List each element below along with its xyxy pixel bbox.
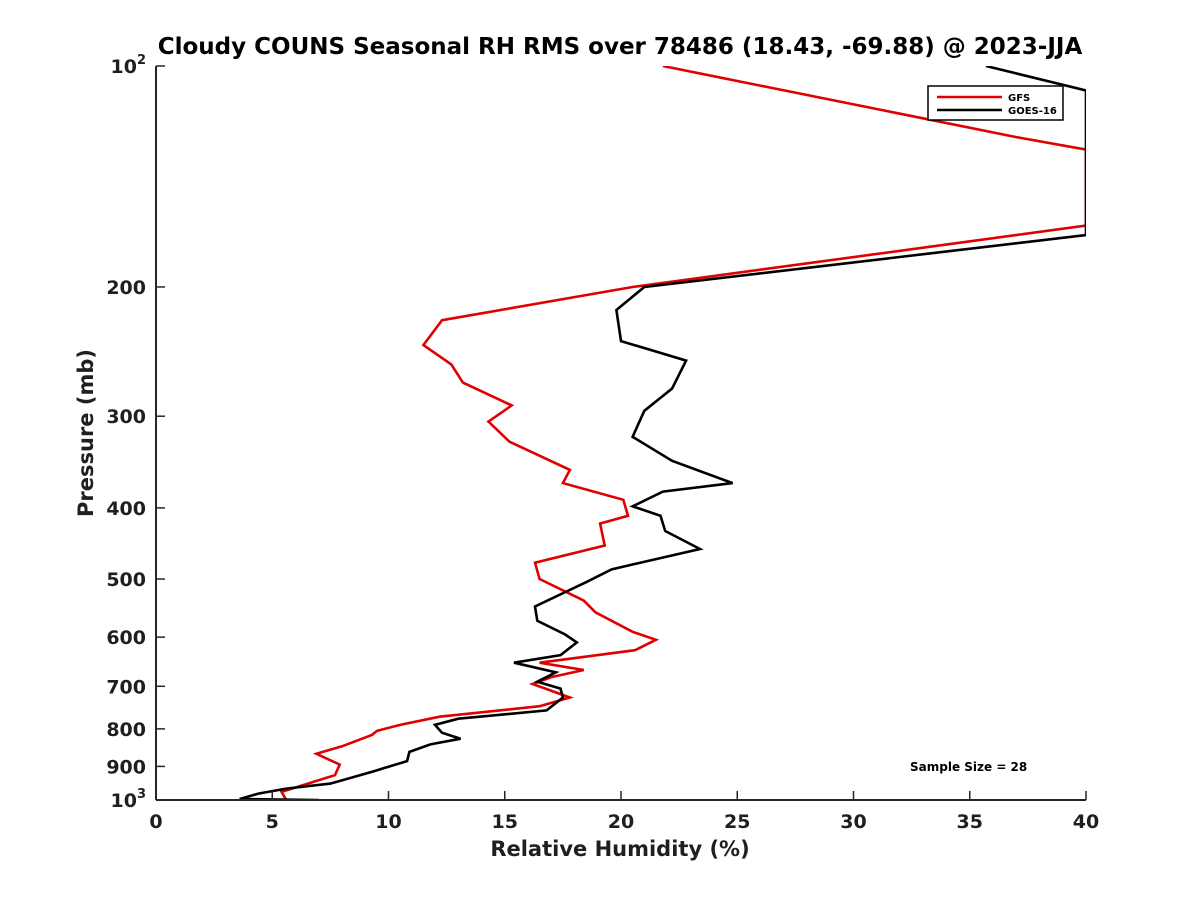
series-layer (239, 66, 1086, 800)
y-tick-label: 900 (106, 756, 146, 778)
y-tick-label: 800 (106, 719, 146, 741)
y-tick-label: 102 (111, 53, 147, 78)
y-tick-label: 300 (106, 406, 146, 428)
legend-label-goes16: GOES-16 (1008, 106, 1057, 117)
y-tick-label: 600 (106, 627, 146, 649)
x-axis-label: Relative Humidity (%) (490, 837, 749, 861)
x-tick-label: 35 (957, 811, 983, 833)
y-axis-label: Pressure (mb) (74, 349, 98, 517)
y-tick-label: 200 (106, 277, 146, 299)
y-tick-label: 700 (106, 676, 146, 698)
x-tick-label: 0 (149, 811, 162, 833)
legend: GFS GOES-16 (927, 85, 1064, 121)
x-tick-label: 25 (724, 811, 750, 833)
x-tick-label: 30 (840, 811, 866, 833)
y-tick-label: 400 (106, 498, 146, 520)
sample-size-annotation: Sample Size = 28 (910, 760, 1027, 774)
plot-area: 0 5 10 15 20 25 30 35 40 102 200 300 400 500 600 700 800… (106, 53, 1099, 833)
x-tick-label: 10 (375, 811, 401, 833)
x-tick-label: 40 (1073, 811, 1099, 833)
axes-layer: 0 5 10 15 20 25 30 35 40 102 200 300 400 500 600 700 800… (106, 53, 1099, 833)
x-tick-label: 20 (608, 811, 634, 833)
series-line-goes16 (239, 66, 1086, 800)
series-line-gfs (279, 66, 1086, 800)
x-tick-label: 15 (492, 811, 518, 833)
legend-box (927, 85, 1064, 121)
y-tick-label: 103 (111, 787, 147, 812)
x-tick-label: 5 (266, 811, 279, 833)
chart-title: Cloudy COUNS Seasonal RH RMS over 78486 … (158, 34, 1083, 60)
legend-label-gfs: GFS (1008, 93, 1030, 104)
y-tick-label: 500 (106, 569, 146, 591)
